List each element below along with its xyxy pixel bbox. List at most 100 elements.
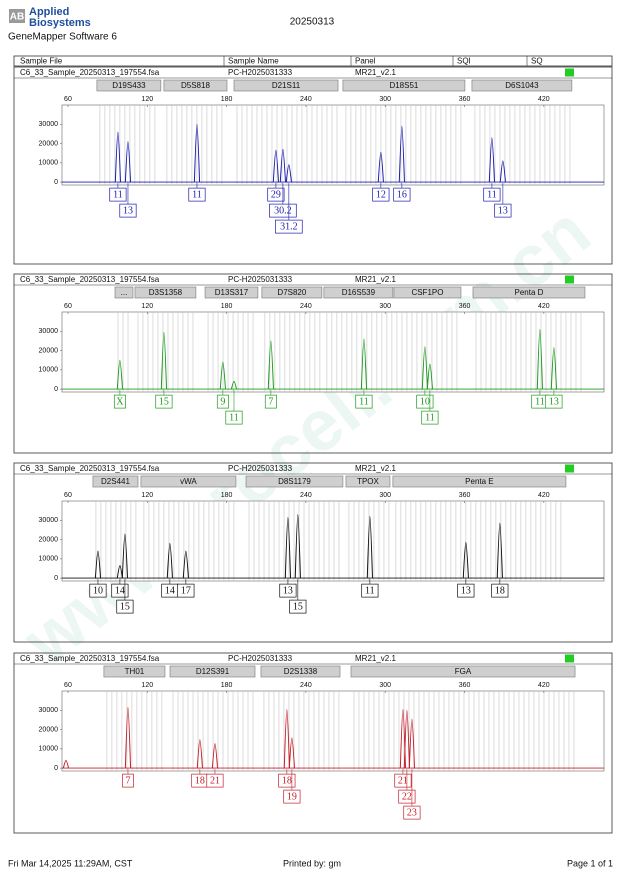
marker-label: CSF1PO (411, 288, 443, 297)
peak (377, 151, 384, 183)
panel-name: MR21_v2.1 (355, 275, 396, 284)
marker-box (134, 286, 197, 299)
allele-label: 18 (495, 585, 505, 596)
marker-box (163, 79, 228, 92)
y-tick-label: 30000 (39, 517, 59, 524)
column-label: Sample Name (228, 57, 279, 66)
marker-label: vWA (180, 477, 197, 486)
marker-box (92, 475, 139, 488)
plot-area (61, 500, 605, 582)
peak (193, 123, 201, 183)
y-tick-label: 30000 (39, 121, 59, 128)
peak (536, 328, 543, 390)
x-tick-label: 180 (221, 96, 233, 103)
allele-label: 13 (123, 205, 133, 216)
x-tick-label: 120 (141, 492, 153, 499)
allele-box (122, 773, 134, 788)
peak (160, 331, 168, 390)
allele-box (491, 583, 509, 598)
peak (398, 125, 405, 183)
allele-box (119, 203, 137, 218)
allele-label: 11 (535, 396, 545, 407)
allele-box (188, 187, 206, 202)
x-tick-label: 300 (379, 492, 391, 499)
peak (94, 550, 102, 579)
x-tick-label: 180 (221, 682, 233, 689)
sample-name: PC-H2025031333 (228, 68, 293, 77)
peak (219, 361, 226, 390)
allele-label: 23 (407, 807, 417, 818)
allele-box (177, 583, 195, 598)
peak (408, 718, 416, 769)
marker-box (350, 665, 576, 678)
allele-label: 11 (365, 585, 375, 596)
footer-date: Fri Mar 14,2025 11:29AM, CST (8, 858, 133, 868)
plot-area (61, 104, 605, 186)
x-tick-label: 180 (221, 492, 233, 499)
marker-label: D21S11 (272, 81, 301, 90)
marker-box (204, 286, 259, 299)
allele-box (494, 203, 512, 218)
x-tick-label: 240 (300, 96, 312, 103)
allele-label: 31.2 (280, 221, 298, 232)
x-tick-label: 420 (538, 303, 550, 310)
marker-label: D5S818 (181, 81, 210, 90)
allele-box (398, 789, 416, 804)
panel-frame (13, 652, 613, 834)
x-tick-label: 180 (221, 303, 233, 310)
marker-label: ... (121, 288, 128, 297)
status-flag (565, 654, 574, 663)
allele-box (216, 394, 229, 409)
allele-label: 10 (93, 585, 103, 596)
allele-label: 17 (181, 585, 191, 596)
sample-name: PC-H2025031333 (228, 275, 293, 284)
allele-label: 15 (120, 601, 130, 612)
footer-page: Page 1 of 1 (567, 858, 613, 868)
marker-box (140, 475, 237, 488)
x-tick-label: 240 (300, 492, 312, 499)
allele-box (116, 599, 134, 614)
y-tick-label: 10000 (39, 746, 59, 753)
peak (403, 709, 410, 769)
allele-label: 11 (359, 396, 369, 407)
column-header (13, 55, 613, 67)
peak (488, 137, 495, 183)
x-tick-label: 300 (379, 303, 391, 310)
allele-box (264, 394, 277, 409)
allele-box (283, 789, 301, 804)
status-flag (565, 464, 574, 473)
allele-label: 13 (549, 396, 559, 407)
allele-box (393, 187, 411, 202)
x-tick-label: 60 (64, 96, 72, 103)
x-tick-label: 420 (538, 492, 550, 499)
marker-box (261, 286, 323, 299)
panel-frame (13, 462, 613, 643)
peak (182, 550, 189, 579)
marker-label: D16S539 (342, 288, 376, 297)
x-tick-label: 240 (300, 682, 312, 689)
x-tick-label: 360 (459, 492, 471, 499)
peak (267, 340, 274, 390)
panel-name: MR21_v2.1 (355, 464, 396, 473)
sample-file: C6_33_Sample_20250313_197554.fsa (20, 68, 160, 77)
y-tick-label: 10000 (39, 160, 59, 167)
allele-label: 12 (376, 189, 386, 200)
marker-label: D8S1179 (278, 477, 311, 486)
allele-box (269, 203, 297, 218)
peak (284, 516, 292, 579)
allele-box (155, 394, 173, 409)
x-tick-label: 360 (459, 682, 471, 689)
x-tick-label: 420 (538, 96, 550, 103)
allele-box (278, 773, 296, 788)
allele-label: 21 (398, 775, 408, 786)
peak (272, 149, 279, 183)
allele-label: 7 (125, 775, 130, 786)
allele-label: 11 (229, 412, 239, 423)
y-tick-label: 0 (54, 386, 58, 393)
marker-label: TPOX (357, 477, 379, 486)
allele-box (289, 599, 307, 614)
allele-box (109, 187, 127, 202)
x-tick-label: 120 (141, 682, 153, 689)
peak (426, 363, 433, 390)
